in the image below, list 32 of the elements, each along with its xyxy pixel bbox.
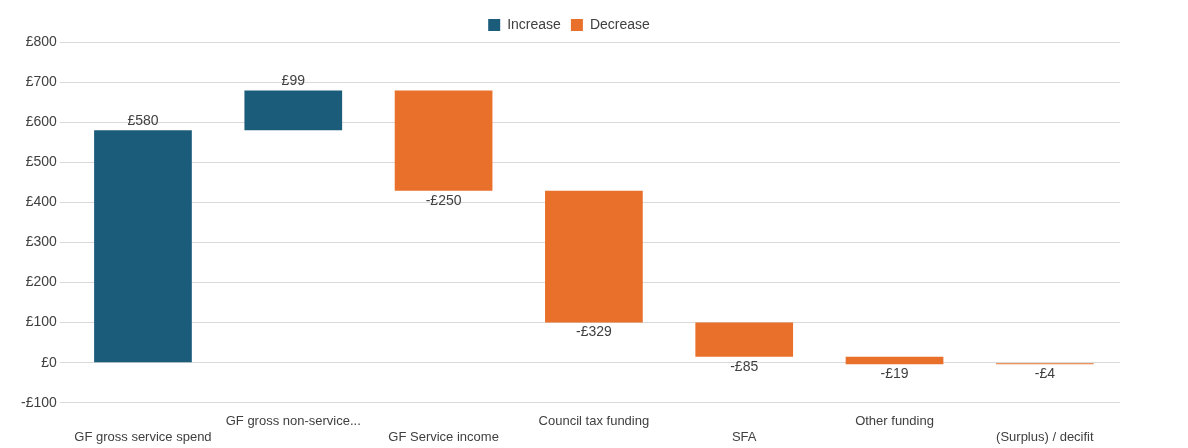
- data-label: -£4: [1034, 365, 1056, 382]
- data-label: £580: [127, 112, 159, 129]
- bar: [845, 356, 944, 365]
- y-tick-label: £300: [25, 233, 58, 250]
- data-label: -£250: [425, 191, 462, 208]
- y-tick-label: -£100: [20, 393, 58, 410]
- x-tick-label: SFA: [731, 428, 757, 444]
- data-label: £99: [281, 72, 306, 89]
- bar: [695, 322, 794, 357]
- x-tick-label: GF gross non-service...: [225, 413, 361, 429]
- bar: [545, 190, 643, 323]
- x-tick-label: Other funding: [855, 413, 934, 429]
- x-tick-label: GF gross service spend: [74, 428, 212, 444]
- legend-label: Increase: [507, 15, 562, 32]
- y-tick-label: £0: [41, 353, 58, 370]
- x-tick-label: GF Service income: [388, 428, 499, 444]
- y-tick-label: £600: [25, 113, 58, 130]
- data-label: -£19: [880, 365, 909, 382]
- data-label: -£85: [730, 357, 759, 374]
- y-tick-label: £100: [25, 313, 58, 330]
- y-tick-label: £500: [25, 153, 58, 170]
- data-label: -£329: [576, 323, 613, 340]
- bar: [244, 90, 343, 131]
- legend-label: Decrease: [589, 15, 651, 32]
- x-tick-label: Council tax funding: [538, 413, 650, 429]
- y-tick-label: £400: [25, 193, 58, 210]
- x-tick-label: (Surplus) / decifit: [996, 428, 1094, 444]
- bar: [94, 130, 192, 363]
- y-tick-label: £700: [25, 72, 58, 89]
- bar: [394, 90, 493, 191]
- y-tick-label: £800: [25, 32, 58, 49]
- y-tick-label: £200: [25, 273, 58, 290]
